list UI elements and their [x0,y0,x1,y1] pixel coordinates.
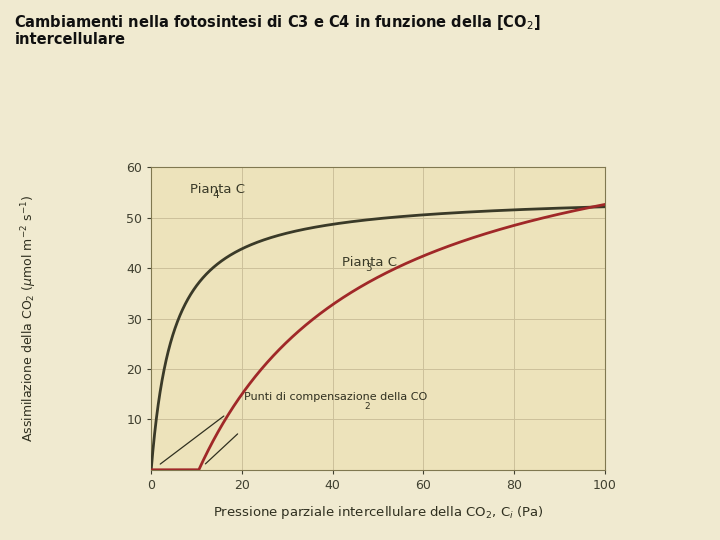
Text: Pianta C: Pianta C [190,183,245,195]
Text: Assimilazione della CO$_2$ ($\mu$mol m$^{-2}$ s$^{-1}$): Assimilazione della CO$_2$ ($\mu$mol m$^… [19,195,39,442]
Text: 4: 4 [213,190,220,200]
Text: intercellulare: intercellulare [14,32,125,48]
Text: 2: 2 [364,402,370,411]
Text: Pressione parziale intercellulare della CO$_2$, C$_i$ (Pa): Pressione parziale intercellulare della … [212,504,544,521]
Text: 3: 3 [365,263,372,273]
Text: Cambiamenti nella fotosintesi di C3 e C4 in funzione della [CO$_2$]: Cambiamenti nella fotosintesi di C3 e C4… [14,14,541,32]
Text: Pianta C: Pianta C [342,255,397,268]
Text: Punti di compensazione della CO: Punti di compensazione della CO [244,392,428,402]
